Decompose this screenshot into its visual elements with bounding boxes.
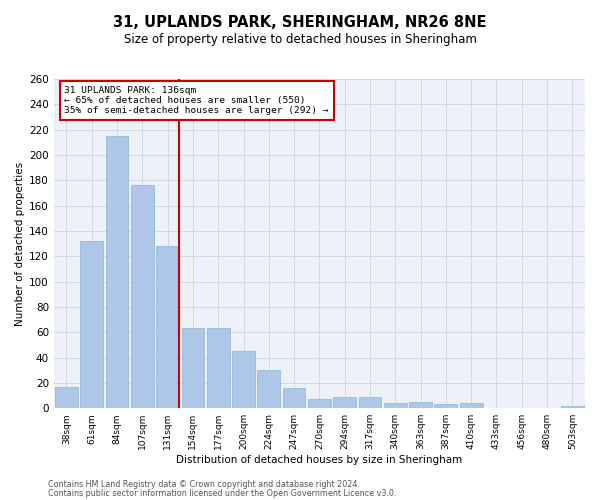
Bar bbox=[384, 403, 407, 408]
Bar bbox=[156, 246, 179, 408]
Bar bbox=[283, 388, 305, 408]
Bar bbox=[409, 402, 432, 408]
Text: Contains HM Land Registry data © Crown copyright and database right 2024.: Contains HM Land Registry data © Crown c… bbox=[48, 480, 360, 489]
X-axis label: Distribution of detached houses by size in Sheringham: Distribution of detached houses by size … bbox=[176, 455, 463, 465]
Bar bbox=[308, 400, 331, 408]
Bar bbox=[182, 328, 204, 408]
Bar bbox=[460, 403, 482, 408]
Bar bbox=[55, 386, 78, 408]
Bar bbox=[561, 406, 584, 408]
Bar bbox=[359, 397, 382, 408]
Bar bbox=[334, 397, 356, 408]
Bar bbox=[207, 328, 230, 408]
Text: 31 UPLANDS PARK: 136sqm
← 65% of detached houses are smaller (550)
35% of semi-d: 31 UPLANDS PARK: 136sqm ← 65% of detache… bbox=[64, 86, 329, 116]
Y-axis label: Number of detached properties: Number of detached properties bbox=[15, 162, 25, 326]
Bar bbox=[232, 351, 255, 408]
Bar bbox=[131, 186, 154, 408]
Text: Contains public sector information licensed under the Open Government Licence v3: Contains public sector information licen… bbox=[48, 488, 397, 498]
Text: Size of property relative to detached houses in Sheringham: Size of property relative to detached ho… bbox=[124, 32, 476, 46]
Bar bbox=[257, 370, 280, 408]
Text: 31, UPLANDS PARK, SHERINGHAM, NR26 8NE: 31, UPLANDS PARK, SHERINGHAM, NR26 8NE bbox=[113, 15, 487, 30]
Bar bbox=[106, 136, 128, 408]
Bar bbox=[80, 241, 103, 408]
Bar bbox=[434, 404, 457, 408]
